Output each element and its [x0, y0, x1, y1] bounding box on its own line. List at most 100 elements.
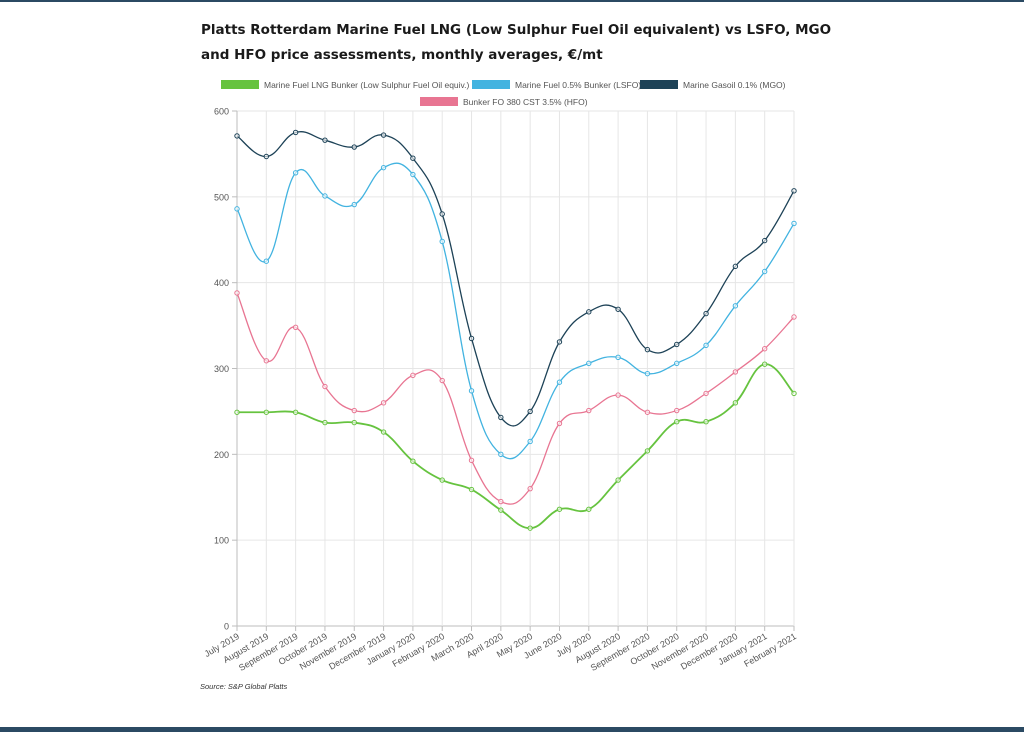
- data-point: [498, 498, 504, 505]
- chart-legend[interactable]: Marine Fuel LNG Bunker (Low Sulphur Fuel…: [221, 80, 786, 107]
- data-point: [410, 171, 416, 178]
- data-point: [732, 400, 739, 406]
- chart-title: Platts Rotterdam Marine Fuel LNG (Low Su…: [201, 22, 832, 63]
- data-point: [674, 341, 680, 348]
- y-tick-label: 100: [214, 536, 229, 546]
- data-point: [263, 358, 270, 364]
- data-point: [761, 237, 768, 244]
- data-point: [322, 383, 328, 390]
- data-point: [615, 306, 621, 312]
- series-line: [236, 131, 795, 427]
- y-tick-label: 300: [214, 364, 229, 374]
- data-point: [644, 448, 651, 454]
- data-point: [586, 309, 592, 315]
- data-point: [791, 220, 797, 227]
- y-tick-label: 200: [214, 450, 229, 460]
- data-point: [761, 268, 768, 275]
- data-point: [468, 486, 475, 493]
- frame-bottom-border: [0, 727, 1024, 732]
- data-point: [703, 310, 709, 317]
- legend-swatch[interactable]: [640, 80, 678, 89]
- data-point: [234, 290, 240, 296]
- legend-label[interactable]: Marine Gasoil 0.1% (MGO): [683, 80, 786, 90]
- data-point: [703, 390, 709, 397]
- y-tick-label: 0: [224, 622, 229, 632]
- data-point: [380, 400, 387, 406]
- data-point: [615, 392, 621, 398]
- data-point: [498, 451, 504, 458]
- data-point: [292, 129, 299, 136]
- data-point: [732, 369, 739, 375]
- legend-label[interactable]: Marine Fuel LNG Bunker (Low Sulphur Fuel…: [264, 80, 470, 90]
- data-point: [468, 388, 475, 394]
- data-point: [556, 379, 563, 385]
- data-point: [263, 258, 270, 264]
- data-point: [527, 485, 533, 492]
- data-point: [351, 144, 357, 150]
- data-point: [322, 137, 328, 143]
- data-point: [292, 170, 299, 176]
- data-point: [322, 193, 328, 199]
- data-point: [498, 414, 504, 421]
- data-point: [263, 153, 270, 160]
- data-point: [556, 506, 563, 512]
- data-point: [263, 409, 270, 415]
- data-point: [791, 188, 797, 194]
- data-point: [761, 361, 768, 367]
- chart-series: [234, 129, 797, 531]
- data-point: [586, 360, 592, 367]
- series-line: [236, 162, 795, 460]
- chart-grid: [236, 110, 795, 627]
- data-point: [644, 346, 651, 353]
- legend-label[interactable]: Marine Fuel 0.5% Bunker (LSFO): [515, 80, 641, 90]
- data-point: [791, 390, 797, 397]
- data-point: [410, 155, 416, 161]
- data-point: [439, 377, 445, 384]
- data-point: [410, 372, 416, 379]
- data-point: [292, 409, 299, 415]
- data-point: [556, 339, 563, 345]
- y-tick-label: 500: [214, 192, 229, 202]
- data-point: [732, 303, 739, 309]
- data-point: [351, 407, 357, 414]
- data-point: [380, 164, 387, 171]
- data-point: [586, 407, 592, 414]
- data-point: [322, 419, 328, 426]
- legend-swatch[interactable]: [472, 80, 510, 89]
- data-point: [732, 263, 739, 270]
- data-point: [439, 211, 445, 217]
- data-point: [292, 324, 299, 330]
- frame-top-border: [0, 0, 1024, 2]
- data-point: [674, 360, 680, 367]
- data-point: [439, 477, 445, 483]
- data-point: [644, 409, 651, 415]
- data-point: [644, 370, 651, 377]
- data-point: [234, 133, 240, 139]
- data-point: [234, 206, 240, 212]
- data-point: [234, 409, 240, 415]
- data-point: [556, 420, 563, 427]
- data-point: [761, 346, 768, 352]
- legend-swatch[interactable]: [221, 80, 259, 89]
- data-point: [351, 419, 357, 426]
- data-point: [527, 438, 533, 445]
- data-point: [410, 458, 416, 464]
- y-tick-label: 400: [214, 278, 229, 288]
- legend-label[interactable]: Bunker FO 380 CST 3.5% (HFO): [463, 97, 588, 107]
- series-line: [236, 292, 795, 505]
- data-point: [615, 477, 621, 483]
- data-point: [703, 342, 709, 349]
- data-point: [351, 201, 357, 208]
- data-point: [380, 429, 387, 435]
- data-point: [498, 507, 504, 513]
- data-point: [380, 132, 387, 138]
- series-line: [236, 363, 795, 530]
- legend-swatch[interactable]: [420, 97, 458, 106]
- data-point: [615, 354, 621, 361]
- data-point: [527, 525, 533, 531]
- data-point: [674, 419, 680, 425]
- chart-source: Source: S&P Global Platts: [200, 682, 288, 691]
- data-point: [468, 335, 475, 342]
